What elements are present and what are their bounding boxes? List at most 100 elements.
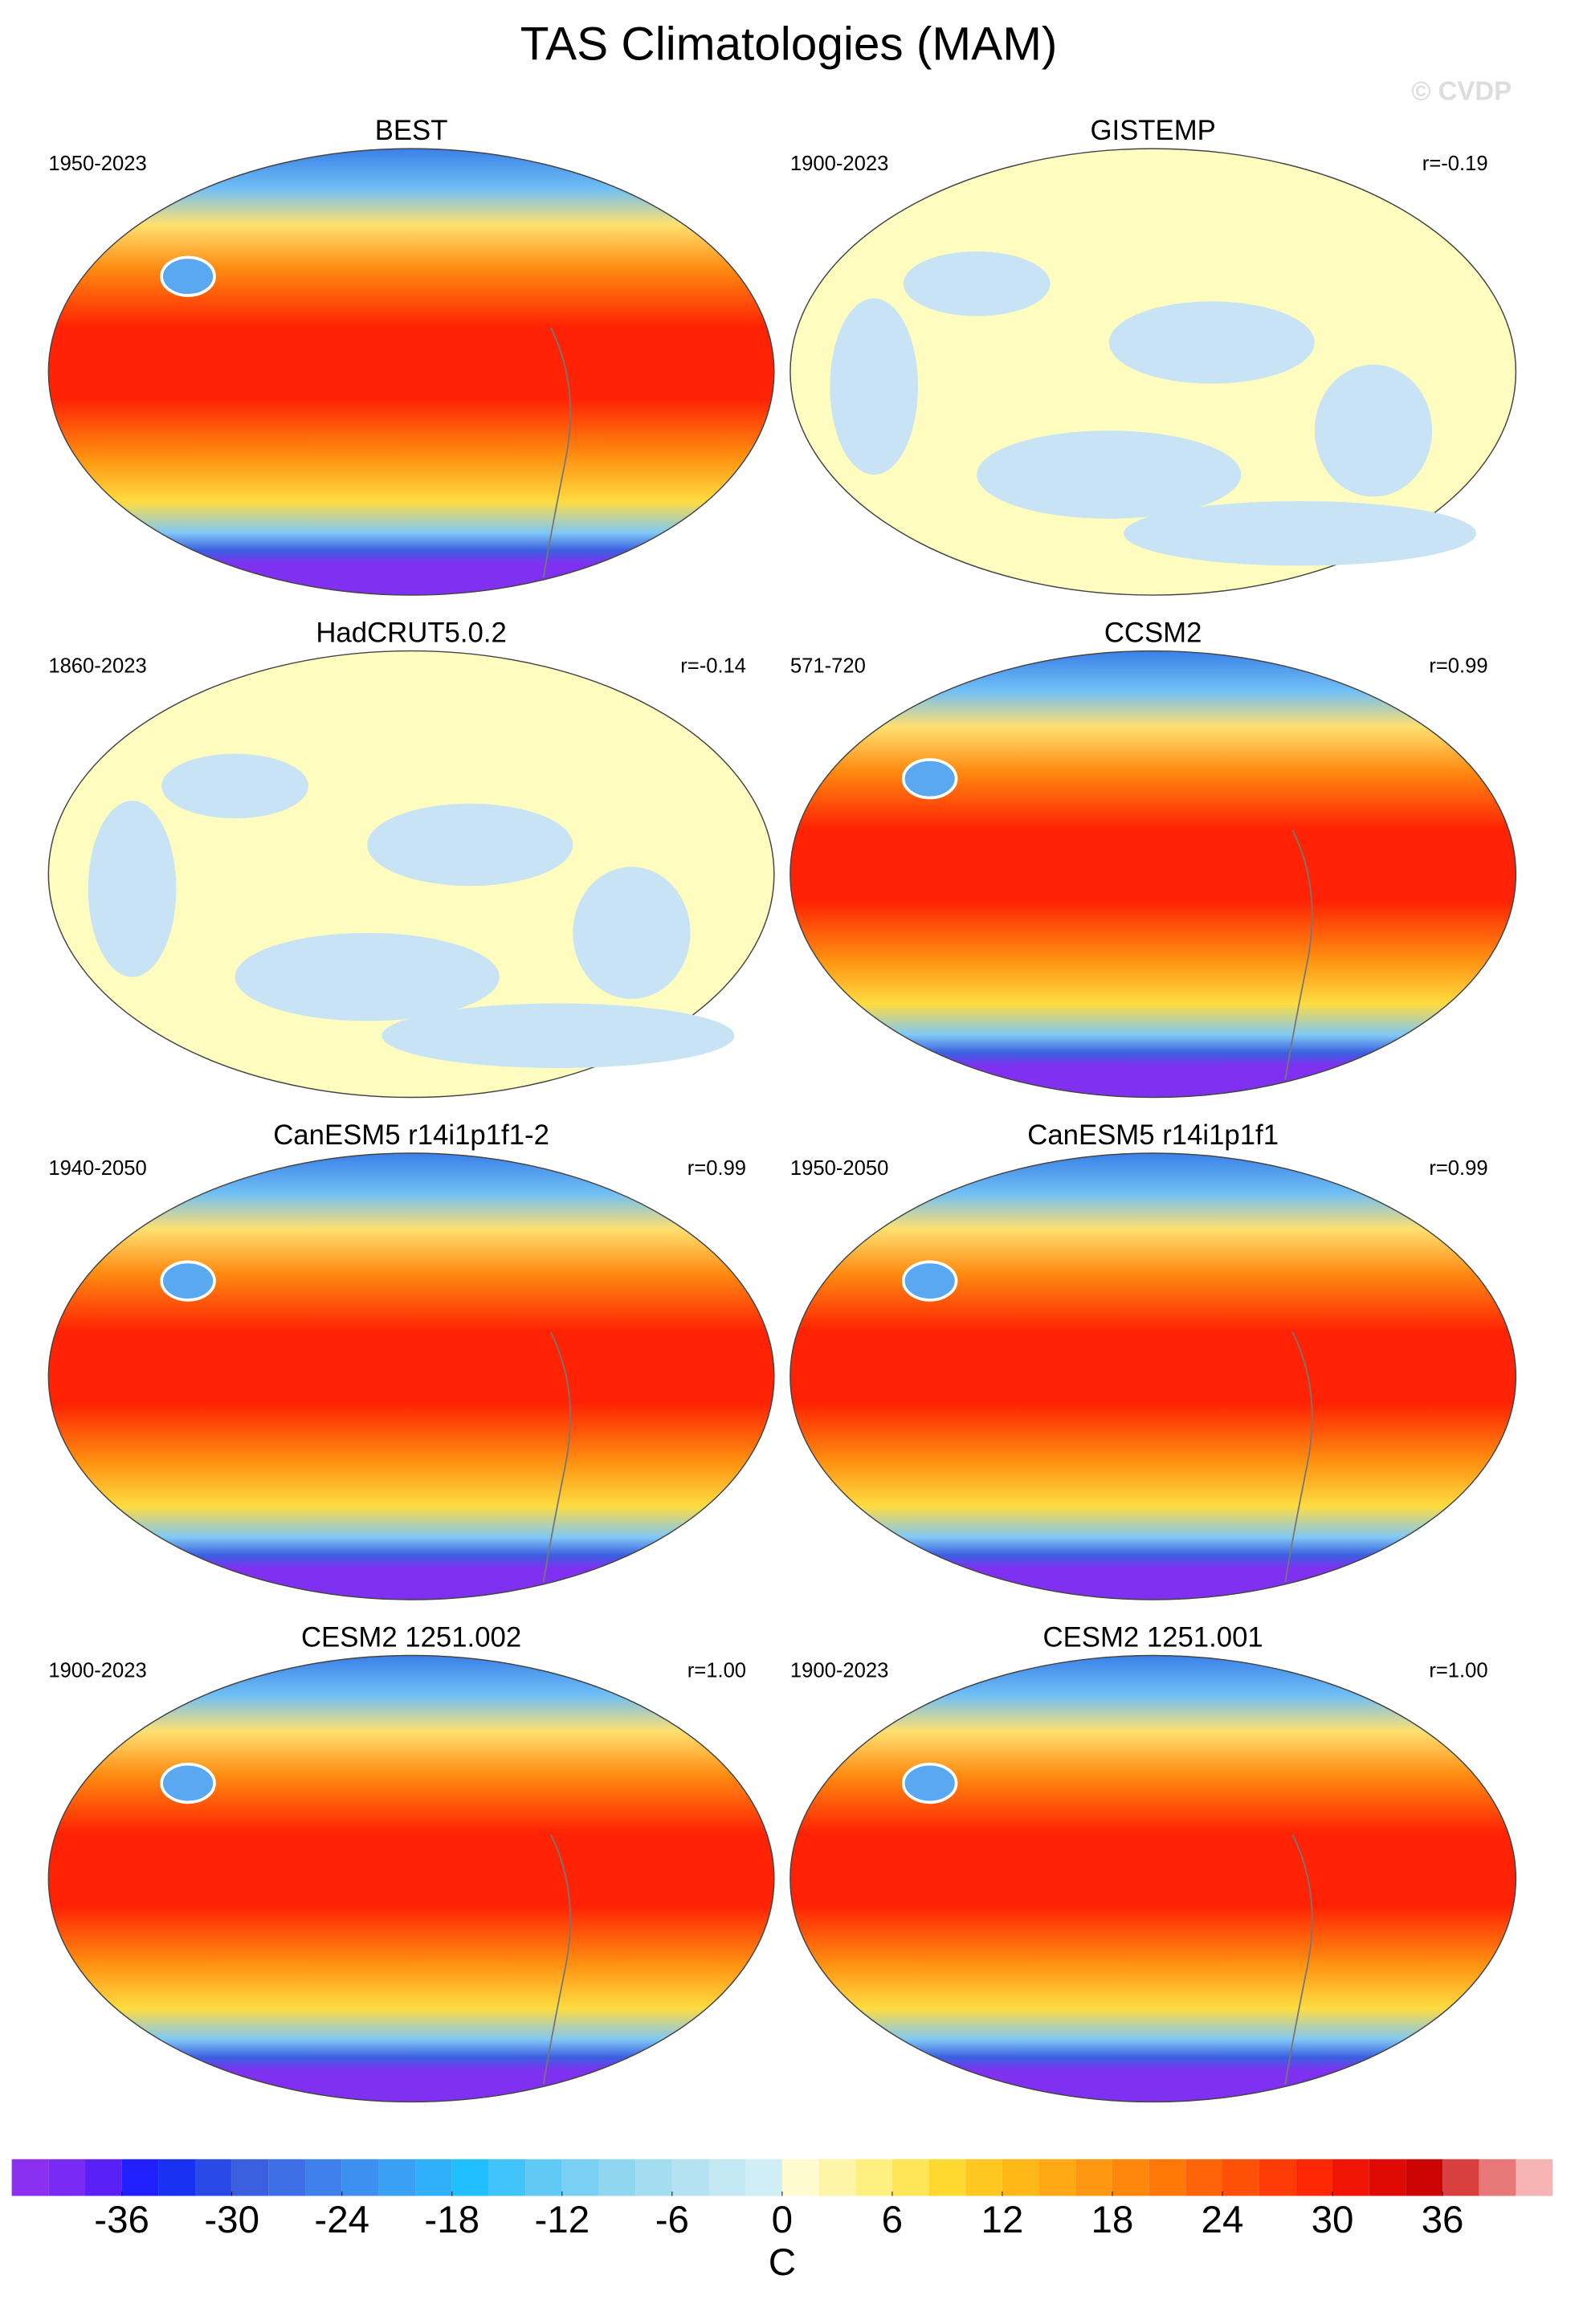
color-box — [745, 2159, 782, 2196]
panel-r: r=0.99 — [1429, 1157, 1487, 1180]
colorbar-label: C — [769, 2241, 796, 2284]
panel-period: 1940-2050 — [48, 1157, 146, 1180]
map-region — [161, 753, 309, 819]
coastline — [1284, 1834, 1313, 2085]
color-box — [1259, 2159, 1296, 2196]
color-box — [1185, 2159, 1222, 2196]
tick-label: 18 — [1091, 2199, 1134, 2241]
panel-period: 1950-2050 — [790, 1157, 888, 1180]
watermark: © CVDP — [1411, 75, 1512, 105]
color-box — [48, 2159, 85, 2196]
tick-label: -18 — [424, 2199, 479, 2241]
map — [47, 1152, 775, 1600]
color-box — [121, 2159, 159, 2196]
color-box — [965, 2159, 1002, 2196]
panel-title: CESM2 1251.002 — [301, 1623, 521, 1653]
color-box — [195, 2159, 232, 2196]
color-box — [378, 2159, 416, 2196]
color-box — [818, 2159, 856, 2196]
coastline — [542, 327, 572, 578]
panel-r: r=-0.14 — [680, 654, 746, 677]
color-box — [1295, 2159, 1333, 2196]
color-box — [1332, 2159, 1369, 2196]
color-box — [1442, 2159, 1479, 2196]
color-box — [1149, 2159, 1186, 2196]
tick-label: 6 — [882, 2199, 903, 2241]
panel-r: r=1.00 — [687, 1659, 746, 1682]
map-region — [160, 1260, 216, 1302]
color-box — [341, 2159, 379, 2196]
panel-period: 1900-2023 — [790, 1659, 888, 1682]
panel-r: r=0.99 — [1429, 654, 1487, 677]
color-box — [1479, 2159, 1516, 2196]
map-region — [160, 1762, 216, 1804]
panel-title: CCSM2 — [1104, 618, 1202, 649]
map-region — [1108, 301, 1315, 384]
panel-period: 1900-2023 — [790, 153, 888, 175]
color-box — [635, 2159, 672, 2196]
panel-r: r=-0.19 — [1422, 153, 1488, 175]
map — [790, 1654, 1517, 2103]
color-box — [855, 2159, 892, 2196]
panel-title: CanESM5 r14i1p1f1 — [1027, 1120, 1279, 1151]
color-box — [892, 2159, 929, 2196]
tick-label: 0 — [772, 2199, 793, 2241]
color-box — [1002, 2159, 1039, 2196]
color-box — [525, 2159, 562, 2196]
map — [47, 148, 775, 596]
map-region — [573, 866, 691, 999]
color-box — [1222, 2159, 1259, 2196]
panel-r: r=1.00 — [1429, 1659, 1487, 1682]
panel-title: GISTEMP — [1090, 116, 1215, 146]
tick-label: -6 — [655, 2199, 689, 2241]
panel-title: CESM2 1251.001 — [1043, 1623, 1263, 1653]
map-region — [830, 298, 919, 475]
coastline — [542, 1834, 572, 2085]
color-box — [11, 2159, 49, 2196]
tick-label: 36 — [1422, 2199, 1464, 2241]
map-region — [903, 251, 1051, 316]
map-region — [235, 932, 500, 1021]
panel-period: 1900-2023 — [48, 1659, 146, 1682]
color-box — [1112, 2159, 1149, 2196]
figure-title: TAS Climatologies (MAM) — [520, 18, 1058, 70]
color-box — [268, 2159, 306, 2196]
map — [790, 1152, 1517, 1600]
tick-label: 30 — [1312, 2199, 1354, 2241]
color-box — [781, 2159, 819, 2196]
tick-label: 24 — [1202, 2199, 1244, 2241]
color-box — [231, 2159, 269, 2196]
panel-period: 1860-2023 — [48, 654, 146, 677]
coastline — [1284, 830, 1313, 1080]
color-box — [415, 2159, 452, 2196]
tick-label: -36 — [94, 2199, 149, 2241]
color-box — [708, 2159, 746, 2196]
panels: BEST 1950-2023 GISTEMP 1900-2023 r=-0.19 HadC… — [47, 116, 1517, 2103]
color-box — [928, 2159, 966, 2196]
color-box — [1516, 2159, 1553, 2196]
color-box — [84, 2159, 122, 2196]
tick-label: -12 — [534, 2199, 590, 2241]
color-box — [1406, 2159, 1443, 2196]
map-region — [901, 758, 958, 800]
color-box — [488, 2159, 526, 2196]
panel-title: HadCRUT5.0.2 — [316, 618, 506, 649]
map-region — [1314, 364, 1433, 497]
panel-r: r=0.99 — [687, 1157, 746, 1180]
panel-title: CanESM5 r14i1p1f1-2 — [273, 1120, 549, 1151]
map-region — [901, 1260, 958, 1302]
color-box — [158, 2159, 196, 2196]
map-region — [1124, 501, 1476, 566]
color-box — [671, 2159, 709, 2196]
map-region — [88, 801, 177, 977]
colorbar: -36 -30 -24 -18 -12 -6 0 6 12 18 24 30 36 C — [11, 2159, 1553, 2284]
color-box — [1038, 2159, 1076, 2196]
color-box — [305, 2159, 342, 2196]
tick-label: -24 — [314, 2199, 369, 2241]
map-region — [901, 1762, 958, 1804]
map-region — [367, 803, 573, 887]
tick-label: 12 — [981, 2199, 1023, 2241]
map-region — [160, 255, 216, 297]
